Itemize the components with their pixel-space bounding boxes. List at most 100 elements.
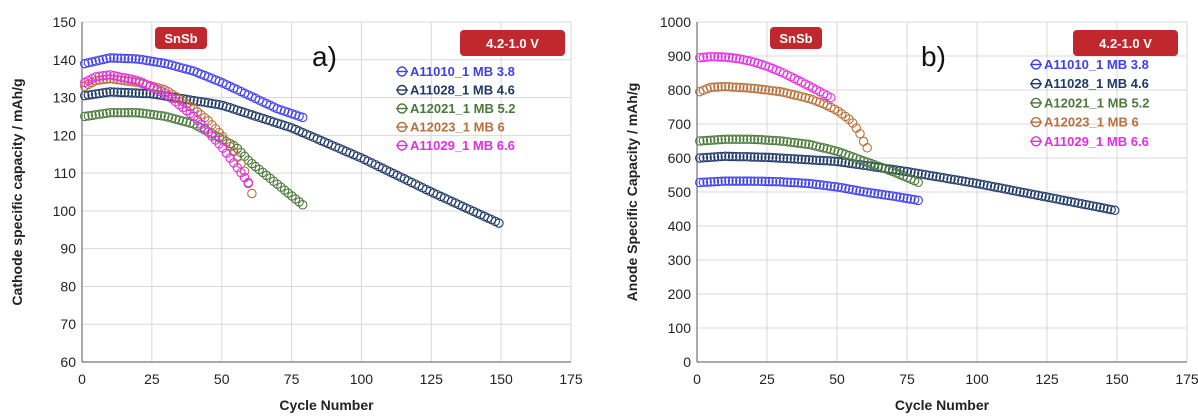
legend-label: A11028_1 MB 4.6 xyxy=(1044,76,1149,91)
y-tick-label: 100 xyxy=(53,203,77,219)
y-tick-label: 90 xyxy=(60,241,76,257)
data-point xyxy=(742,134,752,145)
data-point xyxy=(720,151,731,162)
data-point xyxy=(978,180,989,190)
data-point xyxy=(993,182,1004,193)
data-point xyxy=(742,83,752,93)
data-point xyxy=(815,142,825,152)
legend-item: A11028_1 MB 4.6 xyxy=(1030,76,1149,91)
data-point xyxy=(789,137,800,148)
data-point xyxy=(997,183,1007,194)
data-point xyxy=(713,152,723,162)
data-point xyxy=(720,81,731,92)
data-point xyxy=(724,82,734,92)
data-point xyxy=(749,176,760,186)
data-point xyxy=(145,109,155,120)
data-point xyxy=(109,107,119,118)
data-point xyxy=(818,143,829,153)
data-point xyxy=(764,135,774,146)
data-point xyxy=(778,177,789,187)
data-point xyxy=(181,117,192,127)
data-point xyxy=(297,112,308,123)
data-point xyxy=(716,134,727,145)
data-point xyxy=(767,85,778,96)
data-point xyxy=(756,135,767,145)
data-point xyxy=(1033,190,1044,201)
x-tick-label: 50 xyxy=(829,371,845,387)
data-point xyxy=(130,88,141,98)
data-point xyxy=(800,92,811,103)
data-point xyxy=(109,70,119,81)
data-point xyxy=(913,195,923,206)
data-point xyxy=(159,111,170,122)
data-point xyxy=(786,89,796,99)
data-point xyxy=(174,115,184,125)
data-point xyxy=(764,152,774,163)
data-point xyxy=(1037,191,1047,201)
data-point xyxy=(702,135,712,146)
data-point xyxy=(724,52,734,63)
data-point xyxy=(822,144,832,154)
data-point xyxy=(138,108,148,119)
chart-panel-0: 60 70 80 90 100 110 120 130 140 150 0 25 50 75 100 125 1… xyxy=(9,14,583,413)
data-point xyxy=(713,52,723,62)
data-point xyxy=(858,136,869,147)
data-point xyxy=(163,112,174,122)
tag-voltage-box xyxy=(460,30,565,56)
y-tick-label: 300 xyxy=(668,252,692,268)
data-point xyxy=(221,148,232,158)
data-point xyxy=(913,177,923,188)
data-point xyxy=(938,173,949,183)
data-point xyxy=(120,107,130,118)
data-point xyxy=(873,189,883,199)
data-point xyxy=(804,178,814,189)
data-point xyxy=(931,171,942,182)
x-tick-label: 175 xyxy=(559,371,583,387)
data-point xyxy=(163,59,174,69)
data-point xyxy=(833,182,843,192)
data-point xyxy=(753,176,763,186)
data-point xyxy=(742,152,752,162)
data-point xyxy=(112,53,123,63)
data-point xyxy=(775,177,785,187)
x-tick-label: 100 xyxy=(350,371,374,387)
data-point xyxy=(87,57,97,67)
data-point xyxy=(80,58,90,69)
data-point xyxy=(942,173,953,184)
legend-item: A11010_1 MB 3.8 xyxy=(396,64,515,79)
tag-material-text: SnSb xyxy=(164,31,197,46)
data-point xyxy=(807,140,818,151)
data-point xyxy=(847,185,858,195)
data-point xyxy=(702,52,712,62)
y-tick-label: 700 xyxy=(668,116,692,132)
data-point xyxy=(767,135,778,146)
y-tick-label: 400 xyxy=(668,218,692,234)
data-point xyxy=(807,155,818,165)
data-point xyxy=(775,86,785,97)
legend: A11010_1 MB 3.8 A11028_1 MB 4.6 A12021_1 M… xyxy=(1030,57,1150,149)
data-point xyxy=(210,99,221,109)
data-point xyxy=(1077,199,1087,209)
data-point xyxy=(134,108,145,118)
data-point xyxy=(207,98,217,109)
data-point xyxy=(181,64,192,74)
legend-item: A11029_1 MB 6.6 xyxy=(1030,134,1149,149)
data-point xyxy=(760,135,771,145)
data-point xyxy=(738,176,749,186)
data-point xyxy=(120,53,130,64)
data-point xyxy=(167,113,177,123)
data-point xyxy=(982,180,993,191)
data-point xyxy=(170,61,181,71)
data-point xyxy=(735,134,745,145)
data-point xyxy=(1040,192,1051,202)
data-point xyxy=(112,107,123,118)
data-point xyxy=(127,107,137,118)
data-point xyxy=(156,58,166,68)
data-point xyxy=(862,143,872,153)
x-tick-label: 75 xyxy=(899,371,915,387)
y-tick-label: 110 xyxy=(54,165,77,181)
tag-voltage: 4.2-1.0 V xyxy=(460,30,565,56)
data-point xyxy=(80,111,90,122)
data-point xyxy=(232,163,243,173)
data-point xyxy=(764,176,774,187)
